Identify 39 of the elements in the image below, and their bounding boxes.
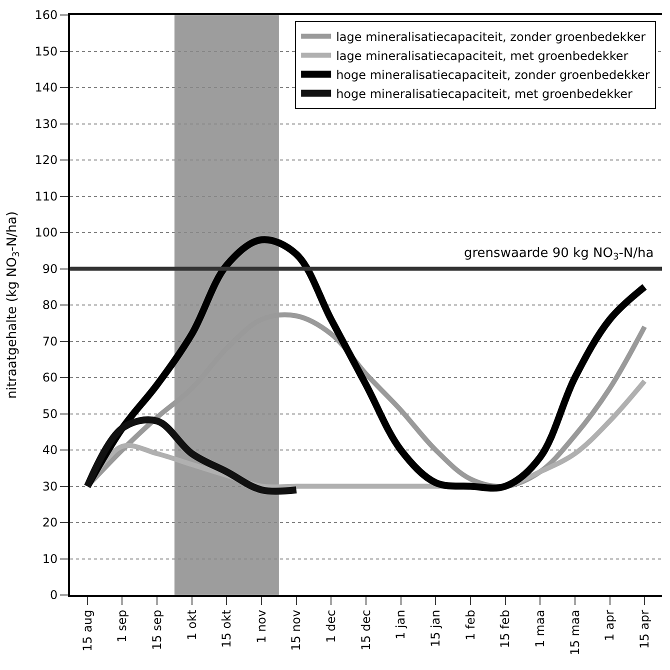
legend-label: lage mineralisatiecapaciteit, zonder groenbedekker [336,30,646,44]
x-tick-label: 15 nov [289,610,304,651]
x-tick-label: 1 nov [254,610,268,644]
y-tick-label: 150 [34,44,58,58]
y-tick-label: 160 [34,8,58,22]
y-tick-label: 90 [42,262,58,276]
y-tick-label: 130 [34,116,58,131]
x-tick-label: 1 dec [324,610,338,643]
x-tick-label: 15 feb [498,610,512,648]
x-tick-label: 1 apr [602,610,617,642]
x-tick-label: 15 dec [358,610,373,650]
x-tick-label: 15 maa [568,610,582,656]
ref-line-label: grenswaarde 90 kg NO$_{3}$-N/ha [464,246,654,263]
x-tick-label: 15 okt [220,610,234,648]
y-tick-label: 100 [34,226,58,240]
x-tick-label: 1 okt [184,610,199,640]
y-tick-label: 80 [42,298,58,312]
y-tick-label: 50 [42,406,58,421]
x-tick-label: 15 apr [637,610,652,649]
y-tick-label: 70 [42,334,58,348]
y-tick-label: 110 [34,189,58,204]
x-tick-label: 15 aug [80,610,94,652]
x-tick-label: 1 maa [533,610,548,648]
x-tick-label: 1 feb [463,610,478,640]
legend-label: lage mineralisatiecapaciteit, met groenbedekker [336,48,628,63]
y-tick-label: 10 [42,552,58,566]
y-tick-label: 20 [42,516,58,530]
y-tick-label: 40 [42,443,58,458]
legend-label: hoge mineralisatiecapaciteit, met groenbedekker [336,86,633,101]
x-tick-label: 15 sep [150,610,164,650]
x-tick-label: 15 jan [428,610,443,648]
y-tick-label: 120 [34,153,58,168]
y-tick-label: 30 [42,479,58,494]
x-tick-label: 1 sep [115,610,130,643]
y-tick-label: 60 [42,370,58,385]
y-tick-label: 140 [34,80,58,95]
y-tick-label: 0 [50,588,58,602]
legend-label: hoge mineralisatiecapaciteit, zonder groenbedekker [336,68,650,82]
x-tick-label: 1 jan [394,610,408,640]
